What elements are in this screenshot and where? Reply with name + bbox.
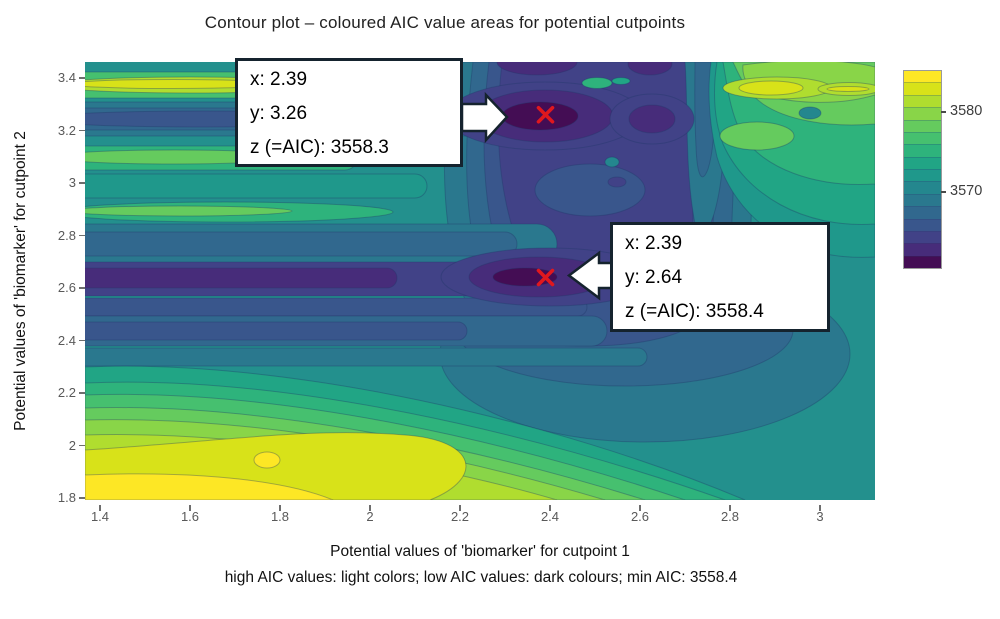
- annotation-box-min2: x: 2.39 y: 2.64 z (=AIC): 3558.4: [610, 222, 830, 332]
- colorbar-band: [904, 82, 941, 95]
- y-tick-label: 1.8: [57, 490, 76, 505]
- caption: high AIC values: light colors; low AIC v…: [224, 569, 738, 586]
- y-tick-mark: [79, 129, 85, 132]
- annotation-line: y: 3.26: [250, 103, 308, 124]
- x-tick-mark: [729, 505, 731, 511]
- minima-markers: [536, 105, 555, 287]
- colorbar-band: [904, 181, 941, 194]
- contour-band: [85, 205, 293, 217]
- x-tick-label: 2: [366, 509, 374, 524]
- colorbar-band: [904, 230, 941, 244]
- colorbar-band: [904, 144, 941, 157]
- x-marker: [536, 105, 555, 124]
- x-axis-title: Potential values of 'biomarker' for cutp…: [330, 543, 630, 560]
- colorbar-band: [904, 193, 941, 207]
- annotation-line: z (=AIC): 3558.4: [625, 301, 764, 322]
- y-tick-mark: [79, 392, 85, 394]
- colorbar-band: [904, 169, 941, 182]
- annotation-arrow-right: [460, 91, 509, 144]
- contour-band: [85, 347, 648, 367]
- y-tick-label: 2.8: [57, 227, 76, 243]
- contour-band: [604, 156, 620, 168]
- y-tick-mark: [79, 444, 85, 447]
- x-tick-label: 2.4: [540, 509, 560, 524]
- page-title: Contour plot – coloured AIC value areas …: [204, 13, 686, 32]
- contour-band: [798, 106, 822, 120]
- x-tick-mark: [459, 505, 461, 511]
- contour-band: [253, 451, 281, 469]
- x-tick-mark: [189, 505, 191, 511]
- contour-band: [826, 86, 870, 92]
- contour-band: [611, 77, 631, 85]
- colorbar-band: [904, 218, 941, 231]
- y-tick-mark: [79, 77, 85, 79]
- y-tick-mark: [79, 287, 85, 289]
- contour-band: [628, 104, 676, 134]
- y-tick-label: 2.2: [57, 385, 76, 400]
- colorbar-band: [904, 131, 941, 145]
- x-tick-mark: [639, 505, 641, 511]
- x-tick-mark: [279, 505, 281, 511]
- y-tick-label: 3: [68, 175, 76, 190]
- colorbar-label: 3570: [950, 183, 983, 199]
- x-tick-label: 2.6: [630, 509, 650, 524]
- contour-band: [627, 62, 673, 76]
- annotation-box-min1: x: 2.39 y: 3.26 z (=AIC): 3558.3: [235, 58, 463, 167]
- y-tick-mark: [79, 234, 85, 237]
- contour-band: [85, 231, 518, 257]
- y-tick-mark: [79, 497, 85, 499]
- x-tick-mark: [549, 505, 551, 511]
- contour-band: [501, 101, 579, 131]
- colorbar-band: [904, 71, 941, 83]
- contour-band: [607, 176, 627, 188]
- y-tick-label: 2: [68, 437, 76, 453]
- y-tick-mark: [79, 339, 85, 342]
- x-tick-label: 1.4: [90, 509, 110, 524]
- y-tick-label: 2.6: [57, 280, 76, 295]
- contour-band: [738, 80, 804, 96]
- contour-band: [85, 173, 428, 199]
- contour-band: [496, 62, 578, 76]
- contour-band: [719, 121, 795, 151]
- annotation-arrow-left: [566, 250, 614, 301]
- x-tick-mark: [99, 505, 101, 511]
- x-tick-mark: [819, 505, 821, 511]
- y-tick-label: 3.4: [57, 70, 76, 85]
- colorbar-band: [904, 206, 941, 219]
- colorbar-band: [904, 156, 941, 169]
- colorbar-band: [904, 94, 941, 108]
- contour-band: [85, 321, 468, 341]
- colorbar-label: 3580: [950, 103, 983, 119]
- colorbar-tick: [941, 111, 946, 113]
- contour-band: [581, 77, 613, 89]
- x-tick-label: 3: [816, 509, 824, 524]
- annotation-line: z (=AIC): 3558.3: [250, 137, 389, 158]
- colorbar: [903, 70, 942, 269]
- contour-band: [85, 267, 398, 289]
- x-marker: [536, 268, 555, 287]
- y-tick-mark: [79, 182, 85, 184]
- colorbar-band: [904, 119, 941, 132]
- colorbar-tick: [941, 191, 946, 193]
- y-tick-label: 3.2: [57, 122, 76, 138]
- colorbar-band: [904, 243, 941, 256]
- colorbar-band: [904, 255, 941, 268]
- annotation-line: x: 2.39: [250, 69, 308, 90]
- y-axis-title: Potential values of 'biomarker' for cutp…: [12, 131, 29, 431]
- annotation-line: x: 2.39: [625, 233, 683, 254]
- annotation-line: y: 2.64: [625, 267, 683, 288]
- colorbar-band: [904, 107, 941, 120]
- x-tick-label: 2.8: [720, 509, 740, 524]
- x-tick-label: 2.2: [450, 509, 470, 524]
- contour-band: [85, 473, 334, 500]
- x-tick-label: 1.8: [270, 509, 290, 524]
- contour-band: [534, 163, 646, 217]
- y-tick-label: 2.4: [57, 332, 76, 348]
- x-tick-label: 1.6: [180, 509, 200, 524]
- x-tick-mark: [369, 505, 371, 511]
